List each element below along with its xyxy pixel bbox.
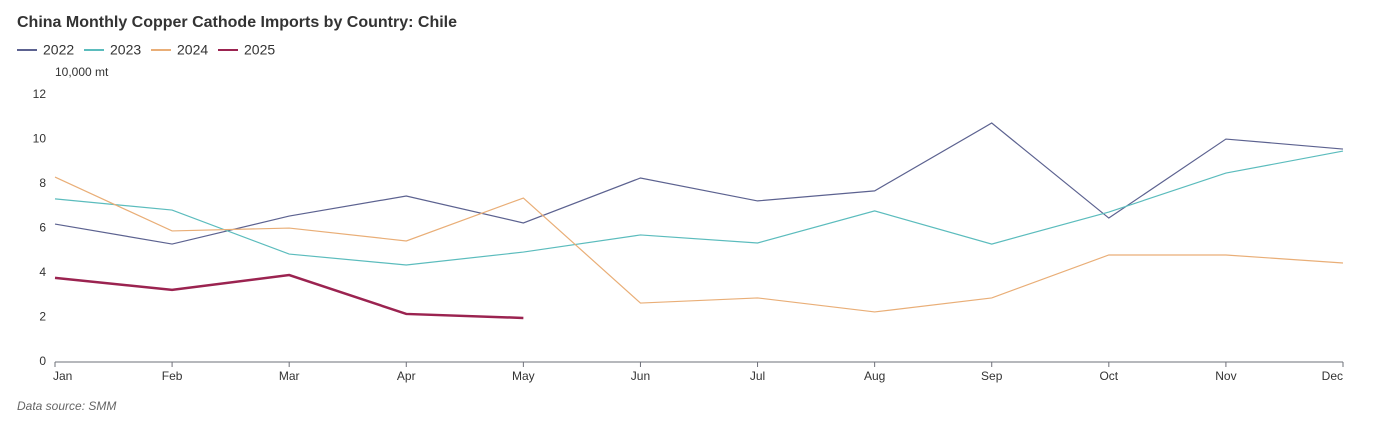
x-tick-label: Oct <box>1099 369 1118 383</box>
legend-label: 2024 <box>177 42 208 58</box>
y-tick-label: 6 <box>39 221 46 235</box>
series-line <box>54 176 1344 313</box>
y-tick-label: 0 <box>39 354 46 368</box>
x-tick-label: Mar <box>279 369 300 383</box>
chart-title: China Monthly Copper Cathode Imports by … <box>17 14 457 31</box>
x-tick-label: Aug <box>864 369 885 383</box>
y-tick-label: 4 <box>39 265 46 279</box>
y-tick-label: 2 <box>39 310 46 324</box>
legend-label: 2022 <box>43 42 74 58</box>
series-line <box>54 122 1344 245</box>
x-tick-label: Feb <box>162 369 183 383</box>
y-tick-label: 10 <box>33 132 47 146</box>
x-tick-label: May <box>512 369 535 383</box>
x-tick-label: Jun <box>631 369 650 383</box>
legend-label: 2025 <box>244 42 275 58</box>
source: Data source: SMM <box>17 399 116 413</box>
series-line <box>54 273 524 320</box>
y-tick-label: 8 <box>39 176 46 190</box>
series-line <box>54 150 1344 266</box>
legend-label: 2023 <box>110 42 141 58</box>
x-tick-label: Sep <box>981 369 1003 383</box>
x-tick-label: Jul <box>750 369 765 383</box>
x-tick-label: Jan <box>53 369 72 383</box>
x-tick-label: Dec <box>1322 369 1343 383</box>
x-tick-label: Nov <box>1215 369 1236 383</box>
x-tick-label: Apr <box>397 369 416 383</box>
y-axis-label: 10,000 mt <box>55 65 109 79</box>
y-tick-label: 12 <box>33 87 47 101</box>
